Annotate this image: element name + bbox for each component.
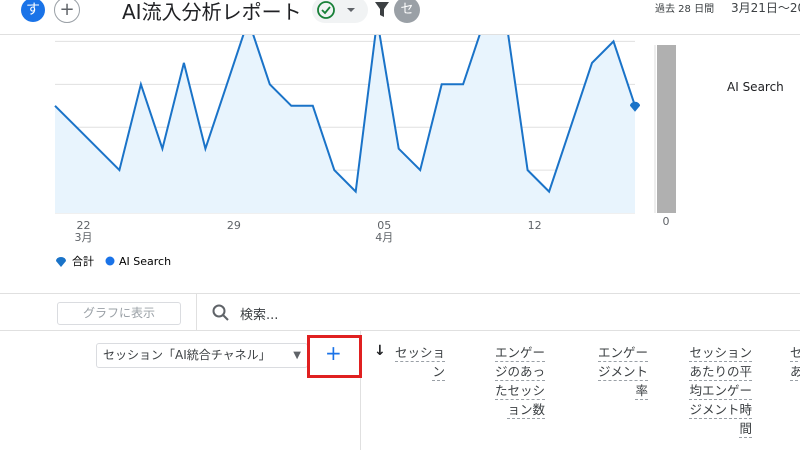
x-month-label: 3月 — [74, 231, 92, 244]
divider — [0, 330, 800, 331]
header-divider — [0, 34, 800, 35]
x-tick-label: 29 — [227, 219, 241, 232]
side-bar — [657, 45, 676, 213]
column-header-line: エンゲー — [494, 345, 545, 362]
dimension-select[interactable]: セッション「AI統合チャネル」 ▼ — [96, 343, 308, 368]
column-header[interactable]: エンゲージのあったセッション数 — [480, 343, 545, 419]
column-header-line: 率 — [635, 383, 648, 400]
dropdown-arrow: ▼ — [293, 350, 301, 361]
check-icon — [317, 1, 335, 19]
column-header-line: ン — [432, 364, 445, 381]
column-header[interactable]: セあ — [790, 343, 800, 381]
legend-label: AI Search — [119, 255, 171, 268]
column-header[interactable]: セッションあたりの平均エンゲージメント時間 — [680, 343, 752, 438]
filter-icon[interactable] — [375, 2, 389, 17]
column-header-line: 均エンゲー — [689, 383, 752, 400]
legend-icon — [56, 257, 66, 267]
divider — [0, 293, 800, 294]
header-icons — [312, 0, 389, 23]
dimension-label: セッション「AI統合チャネル」 — [103, 348, 271, 362]
column-header-line: あ — [790, 363, 800, 381]
column-header-line: 間 — [739, 421, 752, 438]
range-dates[interactable]: 3月21日～20 — [731, 1, 800, 15]
legend-icon — [105, 256, 115, 266]
column-divider — [360, 331, 361, 450]
column-header-line: ジメント — [597, 364, 648, 381]
end-marker — [630, 101, 640, 112]
column-header-line: ジのあっ — [494, 364, 545, 381]
side-label: AI Search — [727, 80, 784, 94]
area — [55, 35, 635, 213]
series — [54, 35, 636, 213]
plot-button[interactable]: グラフに表示 — [57, 302, 181, 325]
avatar[interactable]: す — [21, 0, 45, 22]
sort-arrow: ↓ — [374, 343, 386, 359]
column-header[interactable]: エンゲージメント率 — [585, 343, 648, 400]
legend-label: 合計 — [72, 254, 94, 268]
check-mark — [321, 6, 331, 15]
range-label: 過去 28 日間 — [655, 4, 715, 15]
column-header-line: セッション — [689, 345, 752, 362]
column-header-line: ジメント時 — [689, 402, 752, 419]
divider — [196, 294, 197, 330]
search-input[interactable]: 検索... — [240, 308, 279, 323]
x-tick-label: 05 — [377, 219, 391, 232]
line — [54, 35, 636, 194]
search-icon — [212, 304, 229, 321]
dropdown-arrow — [347, 8, 355, 12]
x-month-label: 4月 — [375, 231, 393, 244]
user-badge: セ — [394, 0, 420, 23]
column-header[interactable]: セッション — [375, 343, 445, 381]
column-header-line: エンゲー — [597, 345, 648, 362]
column-header-line: セッショ — [394, 345, 445, 362]
column-header-line: セ — [790, 344, 800, 362]
x-tick-label: 12 — [528, 219, 542, 232]
column-header-line: たセッシ — [494, 383, 545, 400]
add-dimension[interactable]: + — [325, 341, 342, 365]
highlight-box — [307, 335, 362, 378]
column-header-line: あたりの平 — [689, 364, 752, 381]
add-button[interactable]: + — [54, 0, 80, 23]
side-axis-label: 0 — [663, 215, 670, 228]
column-header-line: ョン数 — [507, 402, 545, 419]
report-title: AI流入分析レポート — [122, 0, 302, 24]
x-tick-label: 22 — [76, 219, 90, 232]
